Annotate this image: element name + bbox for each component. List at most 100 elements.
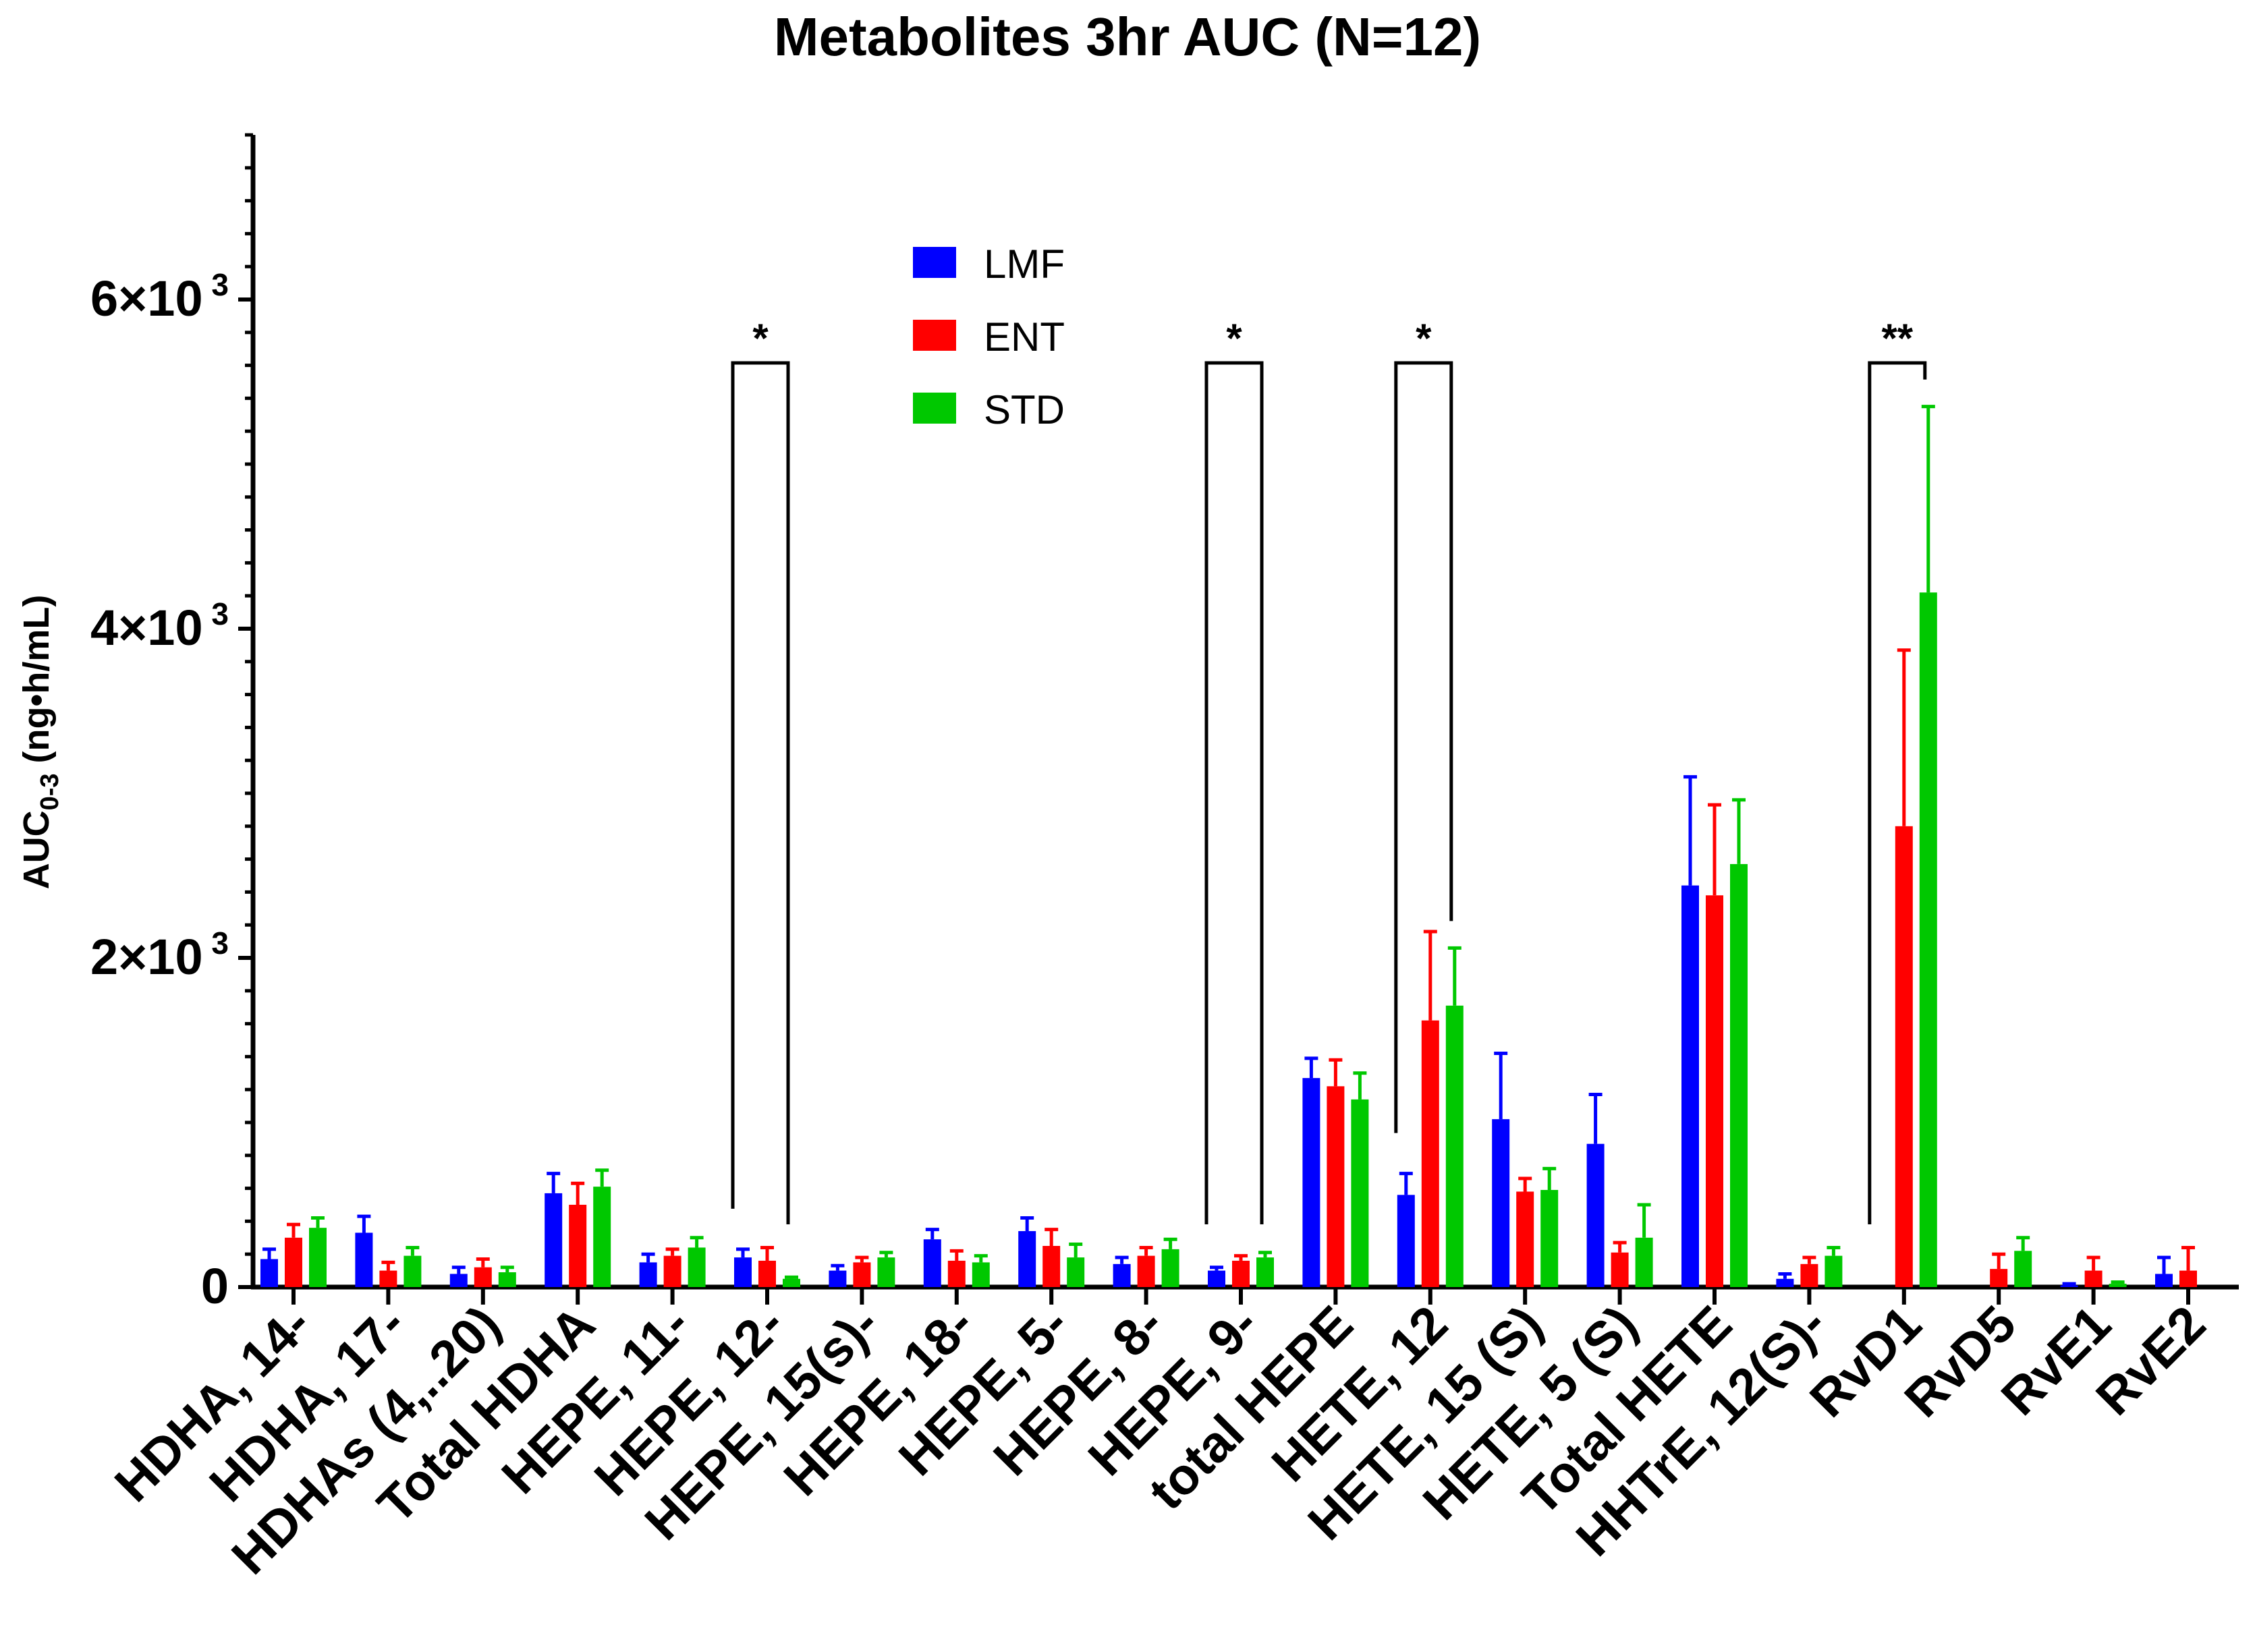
bar-ent xyxy=(663,1255,681,1287)
bar-lmf xyxy=(734,1257,752,1287)
bar-lmf xyxy=(1113,1263,1131,1287)
bar-std xyxy=(309,1228,327,1287)
bar-ent xyxy=(2084,1270,2103,1287)
x-tick-label: RvD5 xyxy=(1894,1295,2028,1429)
y-tick-label-exponent: 3 xyxy=(203,267,229,302)
bar-ent xyxy=(1990,1269,2008,1287)
bar-ent xyxy=(1042,1246,1061,1287)
bar-lmf xyxy=(2155,1274,2173,1287)
significance-bracket xyxy=(731,361,790,1224)
bar-lmf xyxy=(923,1239,941,1287)
legend-label-ent: ENT xyxy=(984,314,1065,360)
bar-std xyxy=(1825,1255,1843,1287)
bar-lmf xyxy=(1492,1119,1510,1287)
significance-marker: * xyxy=(1416,316,1432,361)
bar-std xyxy=(1730,863,1748,1287)
bar-std xyxy=(1635,1237,1653,1287)
y-tick-label: 0 xyxy=(201,1258,229,1314)
bars xyxy=(260,405,2197,1287)
bar-ent xyxy=(1516,1191,1534,1287)
legend-swatch-std xyxy=(913,393,956,424)
y-axis-label-subscript: 0-3 xyxy=(36,773,64,810)
significance-bracket xyxy=(1868,361,1927,1224)
y-axis-label-main: AUC xyxy=(16,810,57,889)
y-tick-label-base: 2×10 xyxy=(90,929,203,985)
y-axis: 02×10 34×10 36×10 3 xyxy=(90,133,256,1314)
bar-std xyxy=(1919,592,1937,1287)
significance-marker: * xyxy=(752,316,769,361)
bar-lmf xyxy=(1776,1278,1794,1287)
x-tick-label: RvD1 xyxy=(1799,1295,1932,1429)
y-axis-label: AUC0-3 (ng•h/mL) xyxy=(16,595,64,890)
y-tick-label-base: 6×10 xyxy=(90,270,203,326)
y-tick-label-exponent: 3 xyxy=(203,596,229,631)
chart-title: Metabolites 3hr AUC (N=12) xyxy=(774,7,1481,67)
bar-std xyxy=(783,1278,800,1287)
bar-lmf xyxy=(545,1193,563,1287)
bar-ent xyxy=(1232,1260,1250,1287)
legend-label-lmf: LMF xyxy=(984,241,1065,287)
bar-lmf xyxy=(829,1270,847,1287)
bar-std xyxy=(1540,1190,1559,1287)
bar-lmf xyxy=(639,1262,657,1287)
bar-std xyxy=(1067,1257,1085,1287)
bar-ent xyxy=(474,1267,492,1287)
significance-marker: ** xyxy=(1881,316,1913,361)
bar-lmf xyxy=(449,1274,468,1287)
bar-std xyxy=(403,1255,422,1287)
x-tick-label: RvE2 xyxy=(2085,1295,2217,1427)
bar-std xyxy=(498,1272,516,1287)
x-tick-labels: HDHA, 14-HDHA, 17-HDHAs (4,..20)Total HD… xyxy=(104,1295,2217,1585)
bar-std xyxy=(972,1262,990,1287)
bar-std xyxy=(2014,1251,2032,1287)
bar-lmf xyxy=(1681,885,1699,1287)
y-axis-label-units: (ng•h/mL) xyxy=(16,595,57,774)
y-tick-label: 6×10 3 xyxy=(90,267,229,326)
bar-std xyxy=(1256,1257,1274,1287)
bar-std xyxy=(2109,1284,2127,1287)
bar-std xyxy=(1351,1099,1369,1287)
bar-ent xyxy=(1800,1263,1818,1287)
significance-bracket xyxy=(1394,361,1453,1133)
bar-ent xyxy=(1137,1255,1155,1287)
bar-lmf xyxy=(1302,1078,1320,1287)
legend-swatch-lmf xyxy=(913,247,956,278)
bar-ent xyxy=(947,1260,966,1287)
bar-ent xyxy=(285,1237,302,1287)
y-tick-label: 2×10 3 xyxy=(90,925,229,985)
bar-ent xyxy=(569,1205,587,1287)
x-axis xyxy=(251,1284,2239,1305)
bar-std xyxy=(688,1247,706,1287)
legend: LMF ENT STD xyxy=(913,241,1065,432)
bar-ent xyxy=(379,1270,397,1287)
significance-bracket xyxy=(1204,361,1264,1224)
significance-marker: * xyxy=(1226,316,1242,361)
bar-lmf xyxy=(1397,1195,1415,1287)
bar-std xyxy=(1445,1005,1464,1287)
bar-std xyxy=(593,1187,611,1287)
bar-ent xyxy=(1706,895,1723,1287)
x-tick-label: RvE1 xyxy=(1990,1295,2122,1427)
legend-swatch-ent xyxy=(913,320,956,351)
bar-std xyxy=(1161,1249,1179,1287)
y-tick-label-exponent: 3 xyxy=(203,925,229,961)
legend-label-std: STD xyxy=(984,387,1065,432)
bar-std xyxy=(877,1257,895,1287)
bar-ent xyxy=(1895,826,1913,1287)
bar-lmf xyxy=(1208,1270,1225,1287)
bar-ent xyxy=(1421,1020,1439,1287)
bar-lmf xyxy=(1586,1143,1605,1287)
significance-brackets: * * * ** xyxy=(731,316,1927,1224)
bar-lmf xyxy=(2060,1285,2078,1287)
bar-ent xyxy=(1611,1252,1629,1287)
y-tick-label: 4×10 3 xyxy=(90,596,229,656)
bar-lmf xyxy=(260,1259,278,1287)
bar-ent xyxy=(1327,1086,1345,1287)
bar-lmf xyxy=(355,1232,373,1287)
y-tick-label-base: 4×10 xyxy=(90,600,203,656)
bar-ent xyxy=(2179,1270,2197,1287)
bar-ent xyxy=(853,1262,871,1287)
bar-lmf xyxy=(1018,1231,1036,1287)
bar-ent xyxy=(758,1260,776,1287)
